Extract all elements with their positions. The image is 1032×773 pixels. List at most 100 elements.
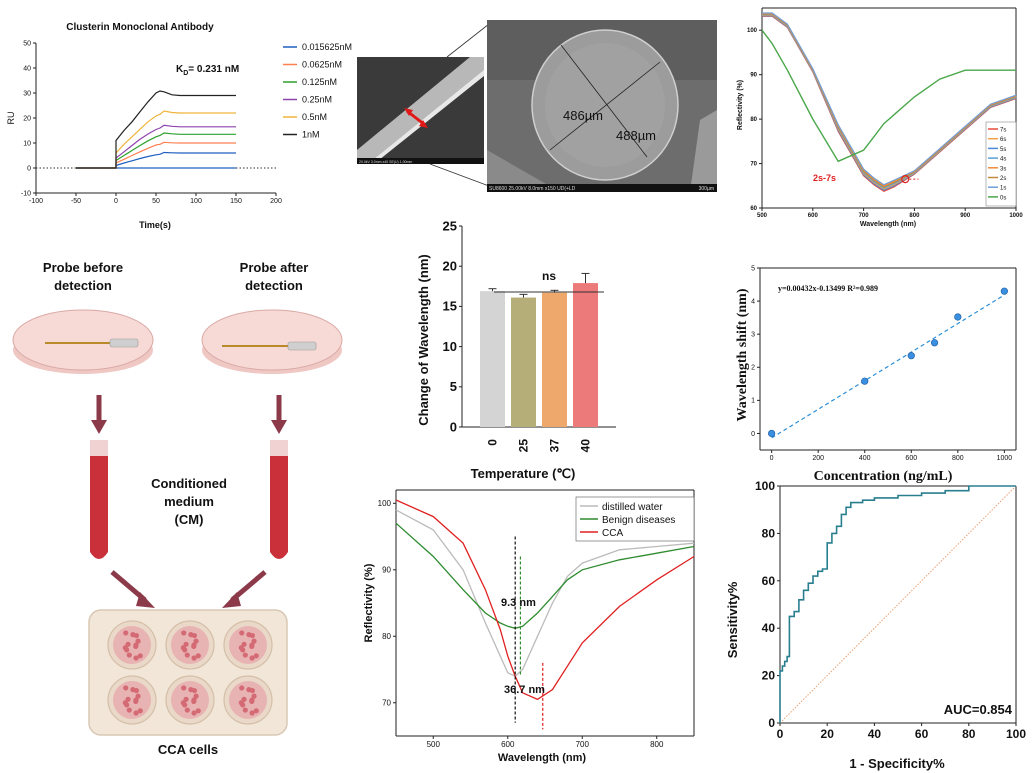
time-series-line xyxy=(762,13,1017,188)
cell xyxy=(180,700,186,706)
y-tick-label: 30 xyxy=(23,90,31,97)
temp-ylabel: Change of Wavelength (nm) xyxy=(416,254,431,425)
spr-series-line xyxy=(76,90,236,169)
x-tick-label: 800 xyxy=(650,740,664,749)
sem-bg-left xyxy=(487,150,560,192)
tube-left-top xyxy=(90,440,108,458)
roc-auc: AUC=0.854 xyxy=(944,702,1013,717)
sem-label-488: 488µm xyxy=(616,128,656,143)
y-tick-label: -10 xyxy=(21,190,31,197)
y-tick-label: 100 xyxy=(747,28,758,34)
arrow-head-b xyxy=(419,120,428,128)
y-tick-label: 2 xyxy=(751,365,755,372)
y-tick-label: 15 xyxy=(443,299,457,314)
time-series-line xyxy=(762,14,1017,189)
cell xyxy=(238,700,244,706)
well-medium xyxy=(171,681,209,719)
cell xyxy=(123,630,129,636)
conc-point xyxy=(768,429,776,438)
conc-point xyxy=(861,377,869,385)
time-spectra-chart: Reflectivity (%) Wavelength (nm) 500 600 7… xyxy=(737,7,1023,228)
disease-series-line xyxy=(395,522,695,629)
zoom-line-bottom xyxy=(429,163,490,187)
spr-legend-label: 0.25nM xyxy=(302,95,332,105)
y-tick-label: 80 xyxy=(750,117,757,123)
annot-9-3: 9.3 nm xyxy=(501,597,536,609)
time-legend-label: 2s xyxy=(1000,176,1006,182)
temp-category-label: 40 xyxy=(579,439,593,453)
probe-before-line1: Probe before xyxy=(43,260,123,275)
conc-ylabel: Wavelength shift (nm) xyxy=(735,288,750,421)
conc-equation: y=0.00432x-0.13499 R²=0.989 xyxy=(778,284,878,293)
kd-value: = 0.231 nM xyxy=(188,64,239,75)
cca-cells-label: CCA cells xyxy=(158,742,218,757)
zoom-line-top xyxy=(446,23,490,58)
cell xyxy=(184,707,190,713)
spr-series-line xyxy=(76,141,236,169)
disease-plot-area: 500 600 700 800 70 80 90 100 distilled water Beni… xyxy=(378,489,695,749)
spr-kd-label: KD= 0.231 nM xyxy=(176,64,239,77)
y-tick-label: 10 xyxy=(23,140,31,147)
roc-ylabel: Sensitivity% xyxy=(725,581,740,658)
time-legend-label: 7s xyxy=(1000,128,1006,134)
cell xyxy=(123,685,129,691)
well-grid xyxy=(107,620,273,725)
disease-legend-label: distilled water xyxy=(602,502,663,513)
roc-xlabel: 1 - Specificity% xyxy=(849,756,945,771)
cell xyxy=(191,687,198,694)
roc-diagonal xyxy=(779,485,1017,724)
y-tick-label: 80 xyxy=(762,526,776,540)
x-tick-label: 800 xyxy=(952,455,964,462)
cell xyxy=(191,632,198,639)
conc-point xyxy=(1000,287,1008,295)
cell xyxy=(195,653,201,659)
spr-legend: 0.015625nM 0.0625nM 0.125nM 0.25nM 0.5nM 1nM xyxy=(283,42,352,140)
cm-line1: Conditioned xyxy=(151,476,227,491)
time-legend-label: 0s xyxy=(1000,195,1006,201)
y-tick-label: 0 xyxy=(768,716,775,730)
cell xyxy=(135,693,141,699)
y-tick-label: 60 xyxy=(750,206,757,212)
cm-line3: (CM) xyxy=(175,512,204,527)
cell xyxy=(133,710,139,716)
sem-left-info: 20.0kV 3.0mm x40 SE(U) 1.00mm xyxy=(359,160,412,164)
x-tick-label: 0 xyxy=(770,455,774,462)
x-tick-label: 700 xyxy=(576,740,590,749)
x-tick-label: 1000 xyxy=(997,455,1013,462)
time-legend-label: 5s xyxy=(1000,147,1006,153)
probe-before-line2: detection xyxy=(54,278,112,293)
time-series-line xyxy=(762,13,1017,187)
x-tick-label: 600 xyxy=(808,213,819,219)
disease-series-line xyxy=(395,499,695,701)
time-legend-box xyxy=(985,121,1017,207)
time-legend-label: 1s xyxy=(1000,186,1006,192)
arrow-left-diag-head xyxy=(136,592,155,608)
cell xyxy=(191,643,197,649)
cell xyxy=(251,693,257,699)
cell xyxy=(249,643,255,649)
spr-series-line xyxy=(76,132,236,169)
tube-left xyxy=(90,456,108,559)
y-tick-label: 90 xyxy=(750,73,757,79)
temp-category-label: 37 xyxy=(548,439,562,453)
conc-point xyxy=(907,352,915,360)
sem-left-infobar xyxy=(357,158,484,164)
cell xyxy=(137,653,143,659)
well-medium xyxy=(229,626,267,664)
spr-legend-label: 1nM xyxy=(302,130,320,140)
x-tick-label: 900 xyxy=(960,213,971,219)
x-tick-label: 500 xyxy=(757,213,768,219)
x-tick-label: 600 xyxy=(501,740,515,749)
kd-sub: D xyxy=(183,70,188,77)
cell xyxy=(249,687,256,694)
y-tick-label: 80 xyxy=(382,632,391,641)
y-tick-label: 0 xyxy=(450,419,457,434)
cell xyxy=(238,645,244,651)
x-tick-label: 80 xyxy=(962,727,976,741)
cell xyxy=(135,638,141,644)
y-tick-label: 90 xyxy=(382,565,391,574)
probe-after-line2: detection xyxy=(245,278,303,293)
sem-images: 20.0kV 3.0mm x40 SE(U) 1.00mm SU8600 25.… xyxy=(357,20,717,192)
time-series-line xyxy=(762,15,1017,192)
